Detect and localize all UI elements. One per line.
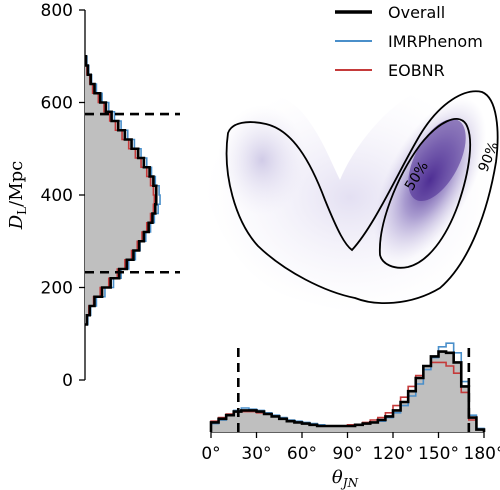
density-main-core	[408, 118, 466, 202]
inclination-tick-label: 180°	[464, 444, 500, 464]
inclination-ticks: 0° 30° 60° 90° 120°150°180°	[201, 432, 500, 464]
inclination-axis-label: θJN	[332, 467, 359, 490]
inclination-label-main: θ	[332, 467, 343, 488]
inclination-hist-fill-overall	[211, 351, 484, 432]
distance-tick-label: 200	[41, 279, 73, 299]
distance-label-sub: L	[15, 207, 29, 215]
inclination-hist-overall	[209, 350, 486, 432]
distance-axis-label: DL/Mpc	[6, 161, 29, 231]
density-left-lobe	[218, 105, 306, 215]
distance-label-unit: /Mpc	[6, 161, 27, 207]
legend-label-overall: Overall	[388, 3, 445, 22]
inclination-histograms	[209, 342, 486, 432]
distance-hist-fill-overall	[85, 56, 157, 325]
inclination-tick-label: 90°	[332, 444, 362, 464]
inclination-tick-label: 150°	[418, 444, 459, 464]
inclination-marginal-panel: 0° 30° 60° 90° 120°150°180° θJN	[201, 342, 500, 490]
joint-density-panel: 50% 90%	[204, 81, 500, 315]
inclination-tick-label: 60°	[287, 444, 317, 464]
distance-hist-eobnr	[85, 55, 156, 326]
distance-tick-label: 600	[41, 94, 73, 114]
distance-label-main: D	[6, 214, 27, 230]
inclination-label-sub: JN	[340, 476, 359, 490]
contour-90	[225, 90, 499, 305]
contour-50	[379, 118, 471, 269]
distance-hist-imrphenom	[85, 55, 161, 326]
legend-label-imrphenom: IMRPhenom	[388, 32, 483, 51]
distance-tick-label: 400	[41, 186, 73, 206]
distance-histograms	[84, 54, 161, 326]
distance-hist-overall	[84, 54, 158, 326]
distance-credible-lines	[85, 112, 180, 274]
distance-tick-label: 800	[41, 1, 73, 21]
inclination-tick-label: 30°	[241, 444, 271, 464]
legend-label-eobnr: EOBNR	[388, 61, 445, 80]
distance-ticks: 0 200 400 600 800	[41, 1, 85, 391]
inclination-tick-label: 120°	[373, 444, 414, 464]
inclination-tick-label: 0°	[201, 444, 220, 464]
legend: Overall IMRPhenom EOBNR	[335, 3, 483, 80]
distance-tick-label: 0	[62, 371, 73, 391]
distance-marginal-panel: 0 200 400 600 800 DL/Mpc	[6, 1, 180, 391]
